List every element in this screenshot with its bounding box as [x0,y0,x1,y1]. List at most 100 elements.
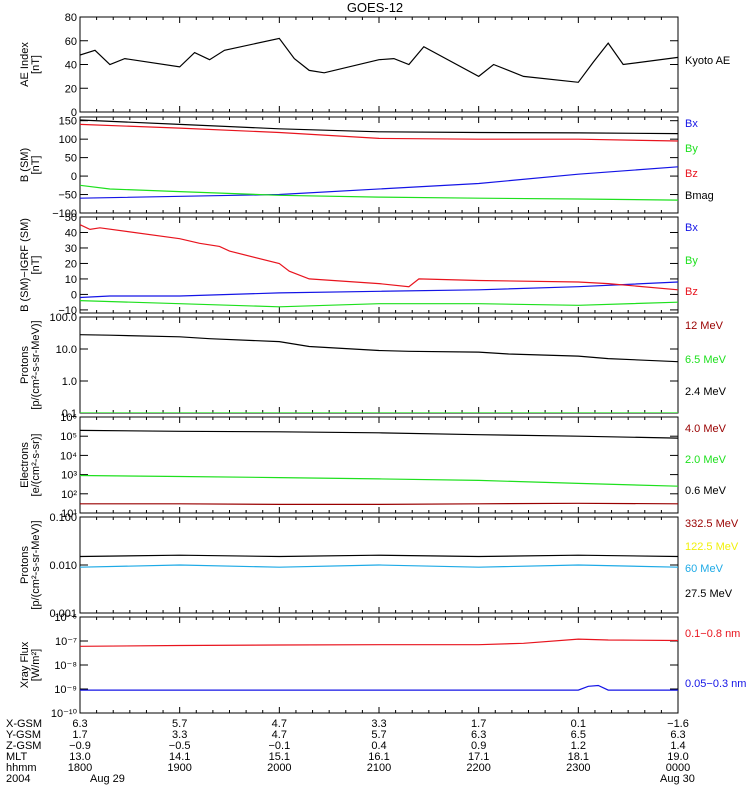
y-tick-label: 0.001 [49,608,77,620]
y-tick-label: 0 [71,171,77,183]
panel-frame [79,16,679,113]
y-axis-label-line: [p/(cm²-s-sr-MeV)] [30,320,42,409]
x-axis-value: 1.7 [72,729,87,741]
series-line-2-4-mev [80,334,678,363]
x-axis-row-label: 2004 [6,773,30,785]
legend-label: 0.05−0.3 nm [685,678,746,690]
x-axis-value: 5.7 [371,729,386,741]
y-tick-label: 50 [65,153,77,165]
legend-label: 2.4 MeV [685,386,727,398]
x-axis-value: 3.3 [371,718,386,730]
y-tick-label: 10¹ [61,508,77,520]
legend-label: 0.1−0.8 nm [685,628,740,640]
x-axis-value: −0.5 [169,740,191,752]
y-tick-label: 40 [65,60,77,72]
y-tick-label: 80 [65,12,77,24]
y-tick-label: 10⁻⁷ [55,636,77,648]
y-tick-label: −10 [58,305,77,317]
x-axis-row-label: Z-GSM [6,740,41,752]
x-axis-row-label: hhmm [6,762,37,774]
y-axis-label: Electrons[e/(cm²-s-sr)] [19,434,42,497]
y-tick-label: 10 [65,274,77,286]
x-axis-value: 2100 [367,762,391,774]
legend-label: Bz [685,286,698,298]
x-axis-value: −0.1 [268,740,290,752]
y-tick-label: 10³ [61,470,77,482]
y-axis-label-line: [nT] [30,156,42,175]
series-line-bmag [80,119,678,135]
x-axis-value: 6.5 [571,729,586,741]
chart-title: GOES-12 [346,0,404,15]
series-line-bz [80,123,678,142]
series-line-by [80,184,678,201]
x-axis-value: 0.1 [571,718,586,730]
series-line-60-mev [80,564,678,568]
series-line-27-5-mev [80,554,678,558]
x-axis-value: Aug 29 [90,773,125,785]
x-axis-value: 13.0 [69,751,90,763]
y-axis-label: Protons[p/(cm²-s-sr-MeV)] [19,520,42,609]
y-tick-label: 10⁻¹⁰ [51,708,78,720]
series-line-0-05-0-3-nm [80,684,678,691]
y-tick-label: −50 [58,190,77,202]
y-axis-label-line: B (SM)−IGRF (SM) [19,218,31,312]
y-axis-label-line: Protons [19,346,31,384]
y-axis-label: Xray Flux[W/m²] [19,641,42,688]
y-axis-label: B (SM)[nT] [19,148,42,182]
y-tick-label: 30 [65,243,77,255]
y-tick-label: 0.1 [62,408,77,420]
legend-label: 6.5 MeV [685,354,727,366]
y-axis-label: Protons[p/(cm²-s-sr-MeV)] [19,320,42,409]
legend-label: 27.5 MeV [685,588,733,600]
y-tick-label: 0 [71,289,77,301]
x-axis-value: 17.1 [468,751,489,763]
y-tick-label: 1.0 [62,376,77,388]
x-axis-value: 16.1 [368,751,389,763]
y-axis-label-line: [nT] [30,55,42,74]
x-axis-value: 1900 [167,762,191,774]
y-tick-label: −100 [52,208,77,220]
x-axis-value: 4.7 [272,729,287,741]
y-axis-label-line: AE Index [19,42,31,87]
x-axis-value: −1.6 [667,718,689,730]
y-tick-label: 10² [61,489,77,501]
y-tick-label: 0.010 [49,560,77,572]
panel-frame [79,316,679,414]
x-axis-row-label: Y-GSM [6,729,41,741]
x-axis-value: 6.3 [670,729,685,741]
legend-label: 2.0 MeV [685,454,727,466]
legend-label: 122.5 MeV [685,541,739,553]
legend-label: By [685,143,698,155]
x-axis-row-label: X-GSM [6,718,42,730]
series-line-kyoto-ae [80,37,678,83]
y-axis-label-line: Electrons [19,442,31,488]
legend-label: Bmag [685,190,714,202]
series-line-by [80,300,678,308]
y-tick-label: 60 [65,36,77,48]
y-tick-label: 10⁻⁸ [54,660,77,672]
y-axis-label-line: [nT] [30,256,42,275]
y-tick-label: 150 [59,116,77,128]
x-axis-value: 18.1 [568,751,589,763]
x-axis-value: 0.4 [371,740,386,752]
x-axis-value: 0.9 [471,740,486,752]
y-tick-label: 10⁻⁶ [54,612,77,624]
x-axis-value: 2200 [466,762,490,774]
series-line-2-0-mev [80,474,678,487]
x-axis-value: 2000 [267,762,291,774]
y-axis-label-line: [W/m²] [30,649,42,681]
legend-label: By [685,255,698,267]
series-line-bx [80,166,678,199]
x-axis-value: 6.3 [72,718,87,730]
x-axis-value: 14.1 [169,751,190,763]
x-axis-value: 15.1 [269,751,290,763]
y-axis-label: AE Index[nT] [19,42,42,87]
x-axis-value: 2300 [566,762,590,774]
series-line-0-1-0-8-nm [80,638,678,647]
x-axis-value: 1.2 [571,740,586,752]
series-line-bz [80,224,678,291]
x-axis-value: −0.9 [69,740,91,752]
series-line-4-0-mev [80,502,678,505]
legend-label: 0.6 MeV [685,485,727,497]
